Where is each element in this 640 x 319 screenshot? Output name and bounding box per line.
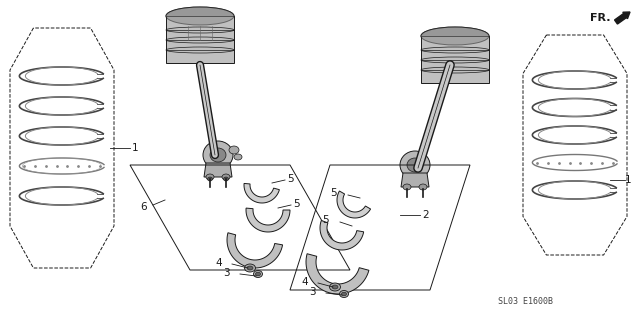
Text: 5: 5 — [322, 215, 328, 225]
Ellipse shape — [407, 158, 423, 172]
Text: 5: 5 — [293, 199, 300, 209]
Polygon shape — [401, 173, 429, 187]
Text: 2: 2 — [422, 210, 429, 220]
FancyArrow shape — [614, 12, 630, 24]
Polygon shape — [244, 183, 280, 203]
Ellipse shape — [403, 184, 411, 190]
Polygon shape — [337, 191, 371, 218]
Text: 4: 4 — [301, 277, 308, 287]
FancyBboxPatch shape — [166, 16, 234, 63]
Text: 5: 5 — [330, 188, 337, 198]
Polygon shape — [204, 163, 232, 177]
Ellipse shape — [166, 7, 234, 25]
Polygon shape — [306, 254, 369, 294]
Ellipse shape — [203, 141, 233, 169]
Polygon shape — [227, 233, 283, 268]
Text: 3: 3 — [223, 268, 230, 278]
Ellipse shape — [253, 271, 262, 278]
Text: SL03 E1600B: SL03 E1600B — [498, 298, 553, 307]
Ellipse shape — [330, 283, 340, 291]
Ellipse shape — [332, 285, 338, 289]
Ellipse shape — [222, 174, 230, 180]
Ellipse shape — [234, 154, 242, 160]
Text: 1: 1 — [625, 175, 632, 185]
Text: 5: 5 — [287, 174, 294, 184]
Ellipse shape — [223, 177, 228, 181]
Ellipse shape — [166, 7, 234, 25]
Ellipse shape — [342, 292, 346, 296]
Text: 4: 4 — [215, 258, 221, 268]
FancyBboxPatch shape — [421, 36, 489, 83]
Ellipse shape — [244, 264, 255, 272]
Ellipse shape — [421, 27, 489, 45]
Ellipse shape — [207, 177, 212, 181]
Ellipse shape — [419, 184, 427, 190]
Ellipse shape — [400, 151, 430, 179]
Text: 1: 1 — [132, 143, 139, 153]
Text: 3: 3 — [309, 287, 316, 297]
Ellipse shape — [247, 266, 253, 270]
Ellipse shape — [339, 291, 349, 298]
Ellipse shape — [421, 27, 489, 45]
Polygon shape — [320, 220, 364, 250]
Polygon shape — [246, 208, 290, 232]
Text: FR.: FR. — [590, 13, 611, 23]
Ellipse shape — [255, 272, 260, 276]
Ellipse shape — [206, 174, 214, 180]
Text: 6: 6 — [140, 202, 147, 212]
Ellipse shape — [229, 146, 239, 154]
Ellipse shape — [210, 148, 226, 162]
